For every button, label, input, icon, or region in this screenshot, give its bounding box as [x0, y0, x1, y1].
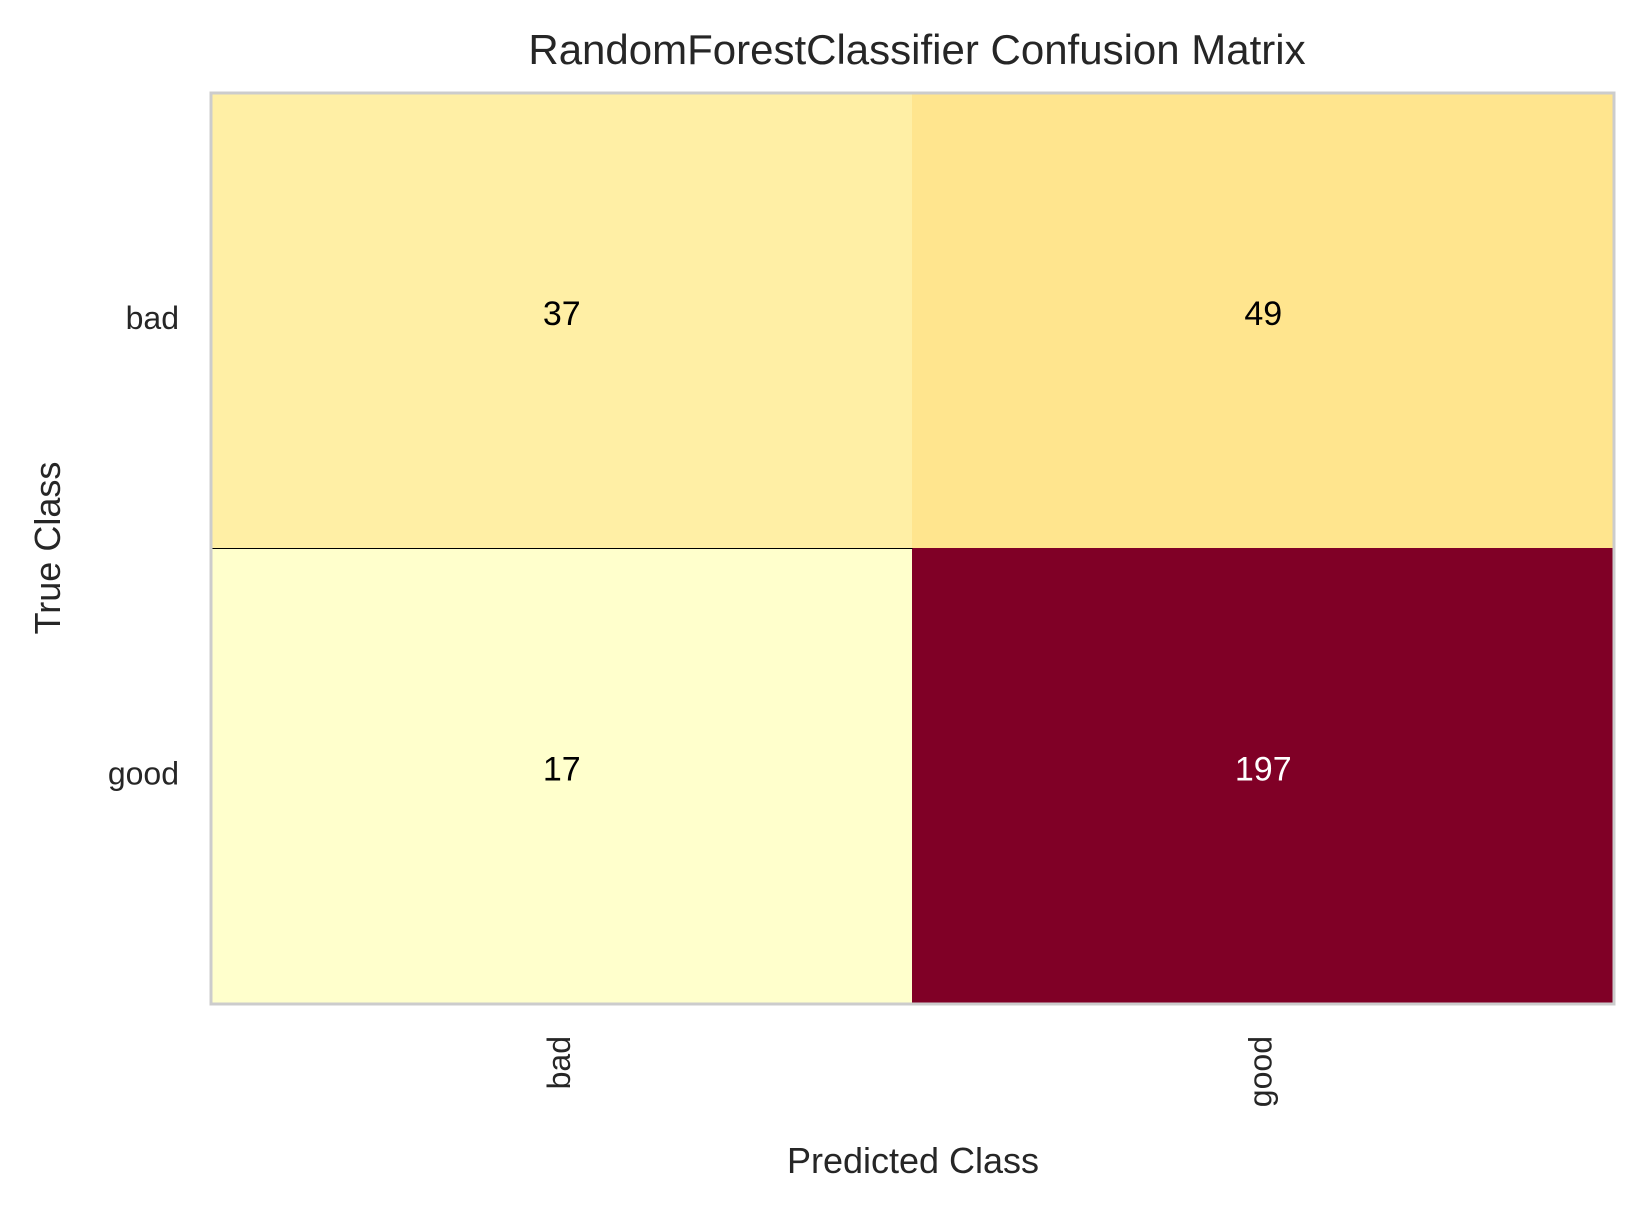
x-tick-label: bad: [541, 1036, 577, 1089]
heatmap-cell-labels: 37 49 17 197: [543, 295, 1292, 789]
y-axis-ticks: bad good: [108, 300, 179, 792]
chart-title: RandomForestClassifier Confusion Matrix: [528, 26, 1305, 73]
x-tick-label: good: [1243, 1036, 1279, 1107]
heatmap-cells: [210, 92, 1615, 1005]
cell-value-label: 37: [543, 295, 581, 333]
cell-value-label: 197: [1235, 751, 1292, 789]
plot-frame: [209, 91, 1616, 1006]
heatmap-cell-good-good: [912, 548, 1615, 1005]
y-tick-label: bad: [126, 300, 179, 336]
y-tick-label: good: [108, 756, 179, 792]
x-axis-label: Predicted Class: [787, 1140, 1039, 1181]
heatmap-cell-bad-good: [912, 92, 1615, 549]
cell-value-label: 49: [1244, 295, 1282, 333]
y-axis-label: True Class: [27, 462, 68, 635]
cell-value-label: 17: [543, 751, 581, 789]
heatmap-cell-bad-bad: [210, 92, 913, 549]
x-axis-ticks: bad good: [541, 1036, 1279, 1107]
